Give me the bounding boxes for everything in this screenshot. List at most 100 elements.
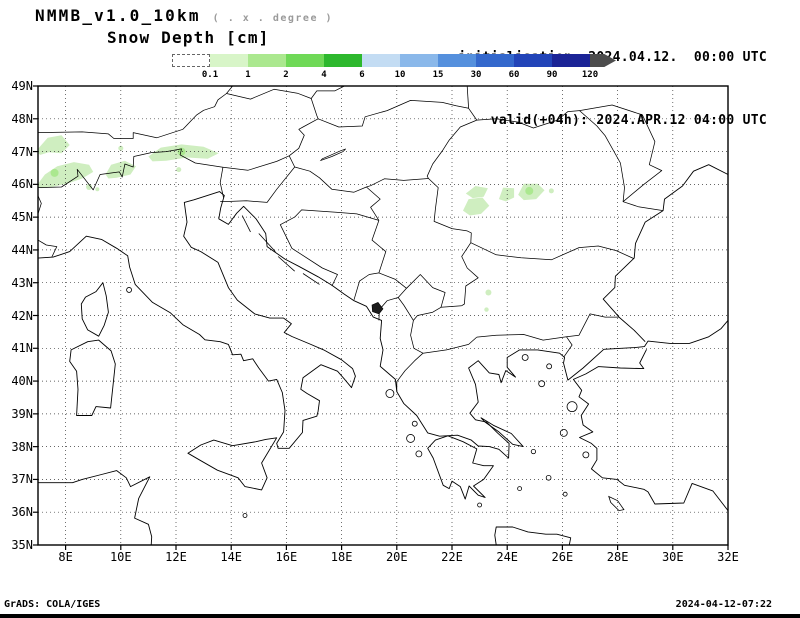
lat-label: 39N	[11, 406, 33, 421]
snow-depth-patch	[485, 289, 492, 296]
grads-credit: GrADS: COLA/IGES	[4, 599, 101, 610]
country-border	[38, 86, 233, 139]
lat-label: 36N	[11, 505, 33, 520]
small-island	[126, 287, 132, 293]
lon-label: 8E	[58, 550, 73, 564]
colorbar-level-label: 0.1	[201, 70, 219, 80]
colorbar-box	[248, 54, 286, 67]
small-island	[477, 502, 483, 508]
lat-label: 46N	[11, 177, 33, 192]
colorbar-box	[362, 54, 400, 67]
lat-label: 42N	[11, 308, 33, 323]
country-border	[466, 86, 469, 109]
lat-label: 37N	[11, 472, 33, 487]
colorbar-underflow-box	[172, 54, 210, 67]
coastline	[38, 470, 153, 545]
lat-label: 43N	[11, 275, 33, 290]
lon-label: 32E	[717, 550, 739, 564]
lat-label: 45N	[11, 210, 33, 225]
colorbar-box	[552, 54, 590, 67]
country-border	[476, 334, 567, 341]
small-island	[411, 420, 418, 427]
lat-label: 49N	[11, 79, 33, 93]
small-island	[385, 389, 395, 398]
colorbar-level-label: 6	[359, 70, 365, 80]
snow-depth-patch	[548, 188, 554, 194]
lon-label: 24E	[496, 550, 519, 564]
colorbar-box	[514, 54, 552, 67]
country-border	[470, 242, 634, 261]
island-coastline	[480, 417, 524, 448]
lon-label: 12E	[165, 550, 187, 564]
colorbar-box	[324, 54, 362, 67]
island-coastline	[80, 282, 109, 337]
country-border	[563, 336, 573, 358]
colorbar-box	[438, 54, 476, 67]
coastline	[572, 349, 728, 511]
colorbar-box	[400, 54, 438, 67]
small-island	[546, 363, 553, 370]
small-island	[521, 354, 529, 361]
small-island	[562, 491, 568, 497]
snow-depth-patch	[95, 187, 100, 192]
colorbar-level-label: 4	[321, 70, 327, 80]
coastline	[494, 526, 572, 545]
dalmatian-island	[241, 215, 251, 233]
lon-label: 16E	[275, 550, 298, 564]
model-title: NMMB_v1.0_10km ( . x . degree )	[35, 6, 333, 25]
colorbar-box	[210, 54, 248, 67]
country-border	[288, 98, 319, 157]
lon-label: 10E	[109, 550, 132, 564]
lon-label: 22E	[441, 550, 463, 564]
lat-label: 41N	[11, 341, 33, 356]
country-border	[426, 119, 477, 179]
lon-label: 14E	[220, 550, 243, 564]
coastline	[38, 191, 728, 459]
small-island	[517, 486, 523, 492]
country-border	[220, 166, 295, 203]
small-island	[559, 428, 568, 437]
country-border	[353, 272, 379, 300]
colorbar-overflow-arrow	[590, 54, 616, 67]
lat-label: 48N	[11, 111, 33, 126]
lon-label: 30E	[661, 550, 684, 564]
country-border	[422, 336, 478, 354]
lat-label: 35N	[11, 538, 33, 552]
country-border	[279, 209, 380, 287]
snow-depth-patch	[463, 197, 490, 216]
country-border	[396, 352, 424, 392]
colorbar: 0.1 1 2 4 6 10 15 30 60 90 120	[0, 54, 800, 84]
snow-depth-patch	[105, 160, 136, 179]
snow-depth-patch	[484, 307, 489, 312]
colorbar-level-label: 1	[245, 70, 251, 80]
colorbar-box	[286, 54, 324, 67]
lake-balaton	[319, 148, 346, 162]
snow-depth-patch	[38, 135, 70, 155]
country-border	[317, 100, 478, 128]
coastline	[602, 164, 728, 343]
field-title: Snow Depth [cm]	[107, 28, 270, 47]
country-border	[38, 148, 224, 198]
lat-label: 44N	[11, 242, 33, 257]
lon-label: 28E	[606, 550, 629, 564]
small-island	[545, 474, 552, 481]
country-border	[371, 220, 407, 298]
model-resolution-note: ( . x . degree )	[212, 13, 333, 24]
country-border	[476, 110, 580, 129]
country-border	[38, 239, 58, 258]
model-name: NMMB_v1.0_10km	[35, 6, 201, 25]
dalmatian-island	[302, 273, 320, 285]
snow-depth-patch	[38, 162, 94, 189]
country-border	[579, 110, 664, 211]
lat-label: 38N	[11, 439, 33, 454]
lon-label: 26E	[551, 550, 574, 564]
colorbar-level-label: 2	[283, 70, 289, 80]
colorbar-level-label: 90	[546, 70, 558, 80]
country-border	[366, 186, 381, 221]
country-border	[579, 104, 663, 202]
dalmatian-island	[258, 233, 276, 252]
lat-label: 40N	[11, 374, 33, 389]
country-border	[461, 242, 479, 307]
creation-timestamp: 2024-04-12-07:22	[675, 599, 772, 610]
